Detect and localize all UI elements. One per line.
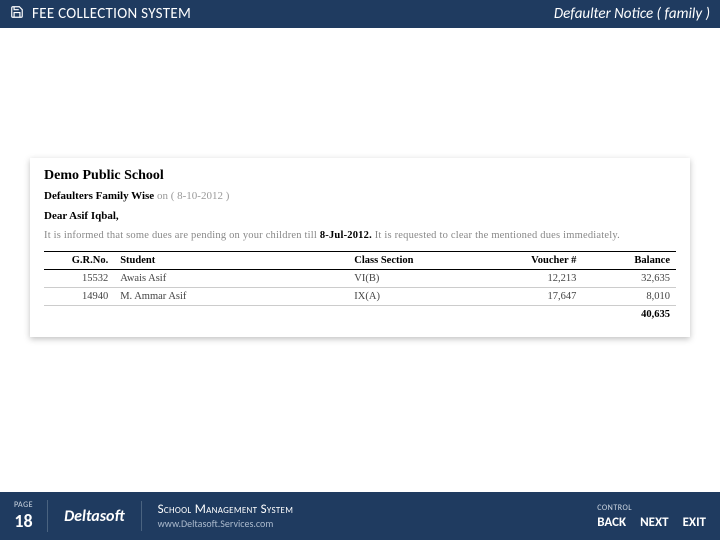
controls-block: CONTROL BACK NEXT EXIT: [597, 503, 706, 530]
body-post: It is requested to clear the mentioned d…: [372, 230, 620, 241]
table-row: 14940 M. Ammar Asif IX(A) 17,647 8,010: [44, 288, 676, 306]
page-number: 18: [14, 510, 32, 532]
cell-student: Awais Asif: [114, 270, 348, 288]
cell-total: 40,635: [582, 306, 676, 324]
cell-voucher: 17,647: [489, 288, 583, 306]
col-voucher: Voucher #: [489, 252, 583, 270]
system-title: School Management System: [158, 502, 294, 517]
system-url: www.Deltasoft.Services.com: [158, 517, 294, 530]
cell-balance: 32,635: [582, 270, 676, 288]
save-icon[interactable]: [10, 5, 24, 24]
cell-student: M. Ammar Asif: [114, 288, 348, 306]
col-grno: G.R.No.: [44, 252, 114, 270]
dues-table: G.R.No. Student Class Section Voucher # …: [44, 251, 676, 323]
col-balance: Balance: [582, 252, 676, 270]
exit-button[interactable]: EXIT: [683, 515, 706, 530]
page-label: PAGE: [14, 500, 33, 510]
cell-voucher: 12,213: [489, 270, 583, 288]
doc-subtitle: Defaulters Family Wise on ( 8-10-2012 ): [44, 190, 676, 202]
cell-grno: 15532: [44, 270, 114, 288]
page-subtitle: Defaulter Notice ( family ): [554, 5, 710, 23]
col-class: Class Section: [348, 252, 488, 270]
page-block: PAGE 18: [14, 500, 48, 532]
cell-grno: 14940: [44, 288, 114, 306]
table-row: 15532 Awais Asif VI(B) 12,213 32,635: [44, 270, 676, 288]
school-name: Demo Public School: [44, 168, 676, 184]
col-student: Student: [114, 252, 348, 270]
body-pre: It is informed that some dues are pendin…: [44, 230, 320, 241]
top-bar: FEE COLLECTION SYSTEM Defaulter Notice (…: [0, 0, 720, 28]
content-area: Demo Public School Defaulters Family Wis…: [0, 28, 720, 337]
notice-body: It is informed that some dues are pendin…: [44, 230, 676, 241]
salutation: Dear Asif Iqbal,: [44, 210, 676, 222]
table-header-row: G.R.No. Student Class Section Voucher # …: [44, 252, 676, 270]
bottom-bar: PAGE 18 Deltasoft School Management Syst…: [0, 492, 720, 540]
subtitle-prefix: Defaulters Family Wise: [44, 190, 154, 202]
brand-name: Deltasoft: [48, 501, 142, 531]
system-block: School Management System www.Deltasoft.S…: [142, 502, 294, 530]
table-total-row: 40,635: [44, 306, 676, 324]
cell-balance: 8,010: [582, 288, 676, 306]
subtitle-suffix: on ( 8-10-2012 ): [154, 190, 229, 202]
body-bold: 8-Jul-2012.: [320, 230, 372, 241]
app-title: FEE COLLECTION SYSTEM: [32, 5, 191, 23]
back-button[interactable]: BACK: [597, 515, 626, 530]
control-label: CONTROL: [597, 503, 632, 513]
cell-class: VI(B): [348, 270, 488, 288]
cell-class: IX(A): [348, 288, 488, 306]
next-button[interactable]: NEXT: [640, 515, 669, 530]
document-card: Demo Public School Defaulters Family Wis…: [30, 158, 690, 337]
